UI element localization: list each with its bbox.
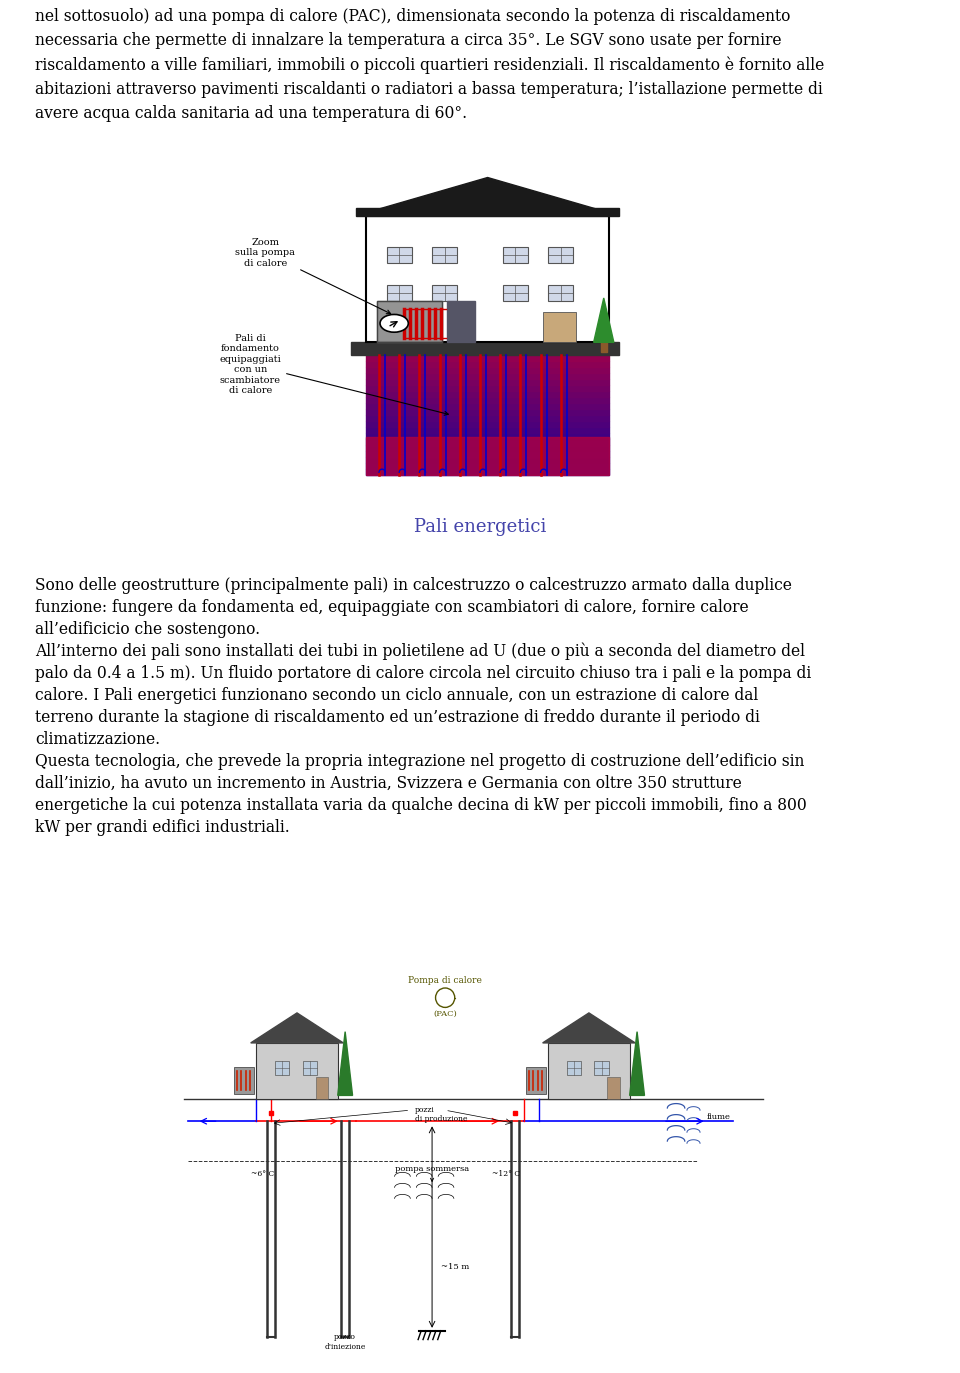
Text: Pompa di calore: Pompa di calore [408, 976, 482, 984]
Bar [432, 247, 457, 264]
Bar [526, 1067, 546, 1093]
Text: Sono delle geostrutture (principalmente pali) in calcestruzzo o calcestruzzo arm: Sono delle geostrutture (principalmente … [35, 577, 792, 595]
Bar [432, 286, 457, 301]
Bar [548, 1043, 630, 1100]
Bar [234, 1067, 254, 1093]
Bar [367, 457, 609, 464]
Text: pompa sommersa: pompa sommersa [395, 1166, 469, 1181]
Text: all’edificicio che sostengono.: all’edificicio che sostengono. [35, 621, 260, 638]
Bar [566, 1060, 581, 1075]
Bar [275, 1060, 289, 1075]
Text: calore. I Pali energetici funzionano secondo un ciclo annuale, con un estrazione: calore. I Pali energetici funzionano sec… [35, 686, 758, 704]
Bar [367, 434, 609, 439]
Bar [548, 286, 573, 301]
Text: Pali di
fondamento
equipaggiati
con un
scambiatore
di calore: Pali di fondamento equipaggiati con un s… [220, 334, 448, 415]
Bar [367, 386, 609, 391]
Bar [367, 415, 609, 422]
Bar [367, 379, 609, 386]
Bar [387, 286, 412, 301]
Bar [503, 247, 528, 264]
Bar [367, 397, 609, 404]
Text: kW per grandi edifici industriali.: kW per grandi edifici industriali. [35, 820, 290, 836]
Bar [356, 207, 619, 216]
Bar [367, 409, 609, 415]
Bar [447, 301, 475, 342]
Bar [367, 361, 609, 367]
Bar [367, 373, 609, 379]
Bar [608, 1076, 620, 1100]
Bar [503, 286, 528, 301]
Bar [601, 342, 607, 351]
Bar [367, 438, 609, 475]
Text: ~6° C: ~6° C [251, 1170, 274, 1178]
Text: All’interno dei pali sono installati dei tubi in polietilene ad U (due o più a s: All’interno dei pali sono installati dei… [35, 643, 805, 660]
Circle shape [436, 989, 455, 1008]
Text: Questa tecnologia, che prevede la propria integrazione nel progetto di costruzio: Questa tecnologia, che prevede la propri… [35, 752, 804, 770]
Bar [387, 247, 412, 264]
Bar [548, 247, 573, 264]
Bar [367, 404, 609, 409]
Text: climatizzazione.: climatizzazione. [35, 730, 160, 748]
Text: pozzo
d'iniezione: pozzo d'iniezione [324, 1333, 366, 1351]
Bar [367, 464, 609, 470]
Polygon shape [338, 1031, 352, 1096]
Bar [367, 427, 609, 434]
Bar [367, 391, 609, 397]
Text: nel sottosuolo) ad una pompa di calore (PAC), dimensionata secondo la potenza di: nel sottosuolo) ad una pompa di calore (… [35, 8, 825, 122]
Text: funzione: fungere da fondamenta ed, equipaggiate con scambiatori di calore, forn: funzione: fungere da fondamenta ed, equi… [35, 599, 749, 616]
Bar [543, 312, 576, 342]
Text: ~15 m: ~15 m [441, 1263, 469, 1271]
Text: Zoom
sulla pompa
di calore: Zoom sulla pompa di calore [235, 238, 391, 313]
Text: dall’inizio, ha avuto un incremento in Austria, Svizzera e Germania con oltre 35: dall’inizio, ha avuto un incremento in A… [35, 774, 742, 792]
Bar [367, 445, 609, 452]
Bar [367, 356, 609, 361]
Text: fiume: fiume [707, 1112, 731, 1120]
Bar [316, 1076, 328, 1100]
Text: Pali energetici: Pali energetici [414, 518, 546, 535]
Polygon shape [251, 1013, 344, 1043]
Text: (PAC): (PAC) [433, 1011, 457, 1017]
Polygon shape [356, 177, 619, 216]
Polygon shape [593, 298, 613, 342]
Text: pozzi
di produzione: pozzi di produzione [415, 1105, 468, 1123]
Bar [376, 301, 443, 342]
Text: palo da 0.4 a 1.5 m). Un fluido portatore di calore circola nel circuito chiuso : palo da 0.4 a 1.5 m). Un fluido portator… [35, 665, 811, 682]
Bar [367, 439, 609, 445]
Bar [367, 216, 609, 342]
Bar [302, 1060, 317, 1075]
Bar [367, 452, 609, 457]
Circle shape [380, 314, 408, 332]
Bar [367, 422, 609, 427]
Text: energetiche la cui potenza installata varia da qualche decina di kW per piccoli : energetiche la cui potenza installata va… [35, 796, 806, 814]
Polygon shape [542, 1013, 636, 1043]
Bar [256, 1043, 338, 1100]
Text: terreno durante la stagione di riscaldamento ed un’estrazione di freddo durante : terreno durante la stagione di riscaldam… [35, 708, 760, 726]
Bar [367, 367, 609, 373]
Bar [594, 1060, 609, 1075]
Bar [367, 470, 609, 475]
Bar [351, 342, 619, 356]
Polygon shape [630, 1031, 644, 1096]
Text: ~12° C: ~12° C [492, 1170, 520, 1178]
Bar [376, 301, 443, 342]
